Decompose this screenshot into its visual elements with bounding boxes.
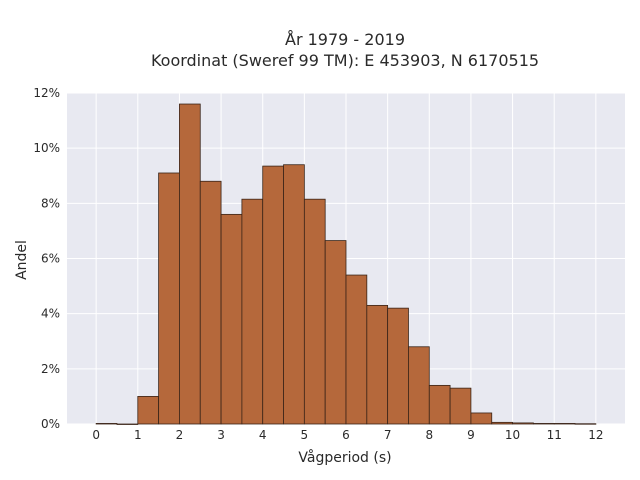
- bar: [553, 423, 576, 425]
- bar: [491, 421, 513, 425]
- bar: [512, 422, 534, 425]
- bar: [428, 384, 451, 425]
- bar: [158, 172, 180, 425]
- y-tick-label: 8%: [41, 196, 60, 210]
- bar: [345, 274, 368, 425]
- bar: [387, 307, 409, 425]
- bar: [574, 423, 597, 425]
- bar: [262, 165, 284, 425]
- y-axis-label: Andel: [14, 240, 30, 280]
- bar: [470, 412, 493, 425]
- y-tick-label: 10%: [33, 141, 60, 155]
- y-tick-label: 12%: [33, 86, 60, 100]
- x-tick-label: 0: [92, 428, 100, 442]
- x-tick-label: 6: [342, 428, 350, 442]
- y-tick-label: 0%: [41, 417, 60, 431]
- bar: [366, 304, 389, 425]
- x-tick-label: 12: [588, 428, 603, 442]
- chart-title-line-2: Koordinat (Sweref 99 TM): E 453903, N 61…: [151, 51, 539, 70]
- y-tick-label: 6%: [41, 252, 60, 266]
- x-tick-label: 3: [217, 428, 225, 442]
- bars: [95, 103, 597, 425]
- x-tick-label: 8: [425, 428, 433, 442]
- bar: [283, 164, 305, 425]
- x-tick-label: 10: [505, 428, 520, 442]
- x-axis-label: Vågperiod (s): [298, 449, 391, 466]
- x-tick-label: 4: [259, 428, 267, 442]
- x-tick-label: 5: [301, 428, 309, 442]
- x-tick-label: 9: [467, 428, 475, 442]
- bar: [303, 198, 326, 425]
- y-axis-ticks: 0% 2% 4% 6% 8% 10% 12%: [33, 86, 60, 431]
- bar: [241, 198, 264, 425]
- bar: [95, 423, 118, 425]
- bar: [532, 423, 555, 425]
- x-tick-label: 11: [547, 428, 562, 442]
- bar: [179, 103, 201, 425]
- bar: [324, 240, 347, 425]
- x-tick-label: 7: [384, 428, 392, 442]
- y-tick-label: 2%: [41, 362, 60, 376]
- bar: [408, 346, 430, 425]
- bar: [116, 423, 139, 425]
- x-tick-label: 1: [134, 428, 142, 442]
- bar: [220, 213, 243, 425]
- x-tick-label: 2: [176, 428, 184, 442]
- bar: [137, 396, 160, 425]
- y-tick-label: 4%: [41, 307, 60, 321]
- chart-title-line-1: År 1979 - 2019: [285, 30, 405, 49]
- bar: [449, 387, 472, 425]
- bar: [199, 180, 222, 425]
- x-axis-ticks: 0 1 2 3 4 5 6 7 8 9 10 11 12: [92, 428, 603, 442]
